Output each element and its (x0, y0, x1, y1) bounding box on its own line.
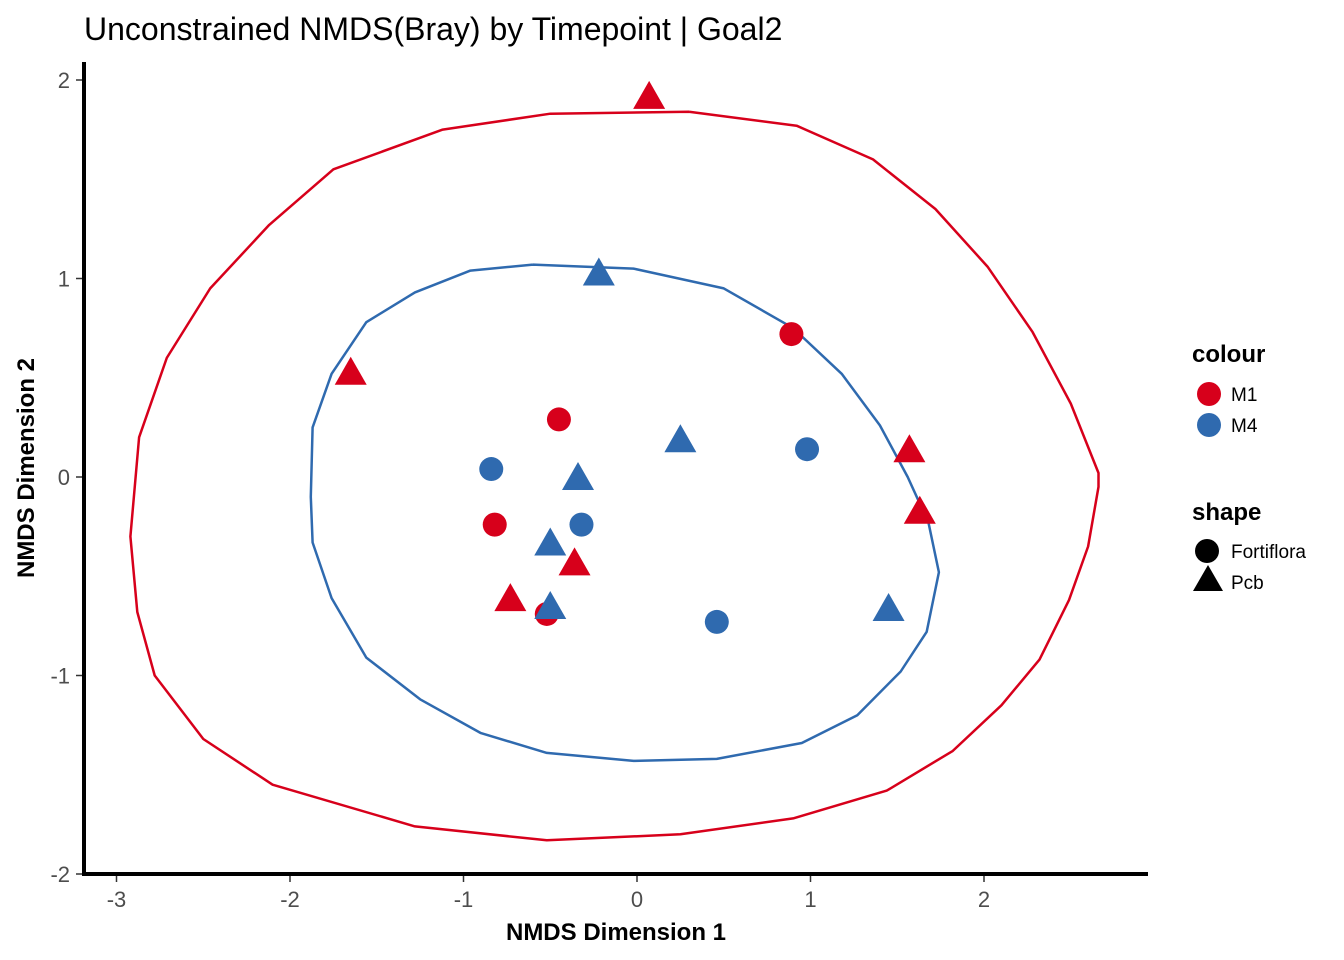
legend-shape: shape Fortiflora Pcb (1192, 499, 1306, 594)
x-axis-ticks: -3 -2 -1 0 1 2 (107, 876, 990, 912)
x-tick-label: 2 (978, 887, 990, 912)
x-tick-label: -3 (107, 887, 127, 912)
point-m1-triangle-5 (903, 495, 936, 524)
point-m4-circle-13 (795, 437, 820, 462)
data-points (334, 80, 936, 634)
x-tick-label: 1 (804, 887, 816, 912)
point-m1-triangle-7 (558, 547, 591, 576)
x-axis-title: NMDS Dimension 1 (506, 919, 726, 946)
ellipse-m1 (129, 110, 1100, 842)
point-m4-triangle-16 (534, 527, 567, 556)
x-tick-label: -1 (454, 887, 474, 912)
point-m1-triangle-1 (334, 356, 367, 385)
legend-key-fortiflora (1195, 539, 1219, 563)
y-tick-label: 1 (58, 267, 70, 292)
point-m1-triangle-8 (494, 583, 527, 612)
legend-colour-title: colour (1192, 341, 1265, 368)
legend-key-m1 (1197, 382, 1221, 406)
point-m4-triangle-17 (534, 591, 567, 620)
legend-shape-title: shape (1192, 499, 1261, 526)
point-m1-triangle-4 (893, 434, 926, 463)
point-m4-triangle-10 (582, 257, 615, 286)
point-m1-circle-3 (546, 407, 571, 432)
point-m4-triangle-11 (664, 424, 697, 453)
point-m1-circle-2 (779, 322, 804, 347)
y-tick-label: -2 (50, 862, 70, 887)
y-tick-label: 2 (58, 68, 70, 93)
point-m4-circle-15 (569, 512, 594, 537)
y-tick-label: -1 (50, 664, 70, 689)
point-m4-circle-12 (479, 457, 504, 482)
legend-label-pcb: Pcb (1231, 573, 1264, 594)
point-m1-triangle-0 (633, 80, 666, 109)
point-m4-circle-18 (704, 609, 729, 634)
point-m1-circle-6 (482, 512, 507, 537)
ellipse-m4 (309, 263, 941, 763)
legend-label-m1: M1 (1231, 385, 1257, 406)
legend-label-fortiflora: Fortiflora (1231, 542, 1306, 563)
x-tick-label: -2 (280, 887, 300, 912)
confidence-ellipses (129, 110, 1100, 842)
y-axis-ticks: -2 -1 0 1 2 (50, 68, 82, 887)
x-tick-label: 0 (631, 887, 643, 912)
point-m4-triangle-19 (872, 593, 905, 622)
legend-key-pcb (1193, 565, 1223, 591)
y-axis-title: NMDS Dimension 2 (13, 358, 40, 578)
legend-key-m4 (1197, 413, 1221, 437)
chart-title: Unconstrained NMDS(Bray) by Timepoint | … (84, 11, 782, 47)
legend-label-m4: M4 (1231, 416, 1258, 437)
legend-colour: colour M1 M4 (1192, 341, 1265, 437)
point-m4-triangle-14 (562, 462, 595, 490)
y-tick-label: 0 (58, 465, 70, 490)
